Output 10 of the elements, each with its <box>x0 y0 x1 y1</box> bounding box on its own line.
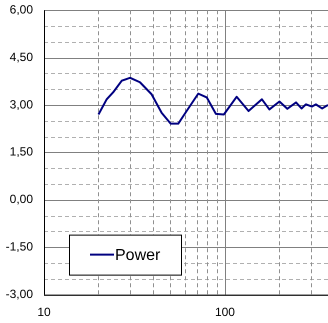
y-tick-label: 0,00 <box>10 192 34 206</box>
x-tick-label: 10 <box>37 305 51 320</box>
y-tick-label: 4,50 <box>10 50 34 64</box>
legend-label: Power <box>115 247 162 264</box>
y-tick-label: -3,00 <box>6 286 34 301</box>
y-tick-label: 3,00 <box>10 97 34 112</box>
y-tick-label: 1,50 <box>10 144 34 159</box>
y-tick-label: 6,00 <box>10 2 34 17</box>
y-tick-label: -1,50 <box>6 240 34 254</box>
x-tick-label: 100 <box>214 305 236 320</box>
